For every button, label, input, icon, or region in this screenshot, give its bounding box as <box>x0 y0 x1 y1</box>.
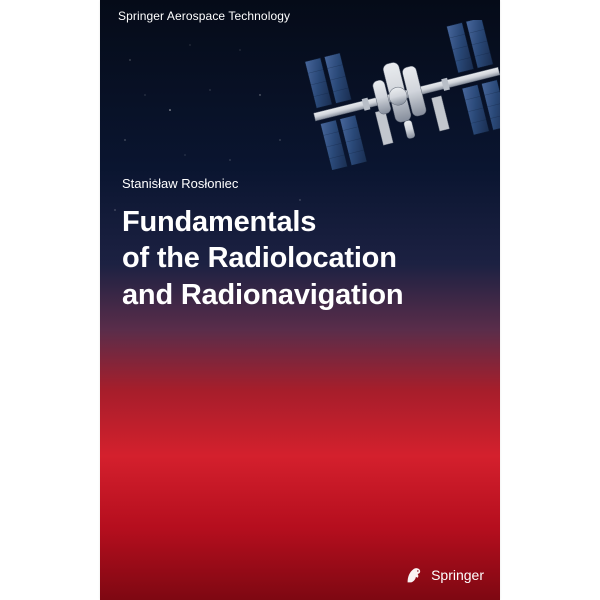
title-line-1: Fundamentals <box>122 206 316 238</box>
series-title: Springer Aerospace Technology <box>118 9 290 23</box>
series-bar: Springer Aerospace Technology <box>100 0 500 32</box>
title-line-3: and Radionavigation <box>122 279 403 311</box>
satellite-icon <box>302 20 500 170</box>
page-container: Springer Aerospace Technology <box>0 0 600 600</box>
springer-horse-icon <box>403 564 425 586</box>
publisher-name: Springer <box>431 567 484 583</box>
title-line-2: of the Radiolocation <box>122 242 397 274</box>
author-name: Stanisław Rosłoniec <box>122 176 238 191</box>
publisher-block: Springer <box>403 564 484 586</box>
book-cover: Springer Aerospace Technology <box>100 0 500 600</box>
book-title: Fundamentals of the Radiolocation and Ra… <box>122 204 470 313</box>
